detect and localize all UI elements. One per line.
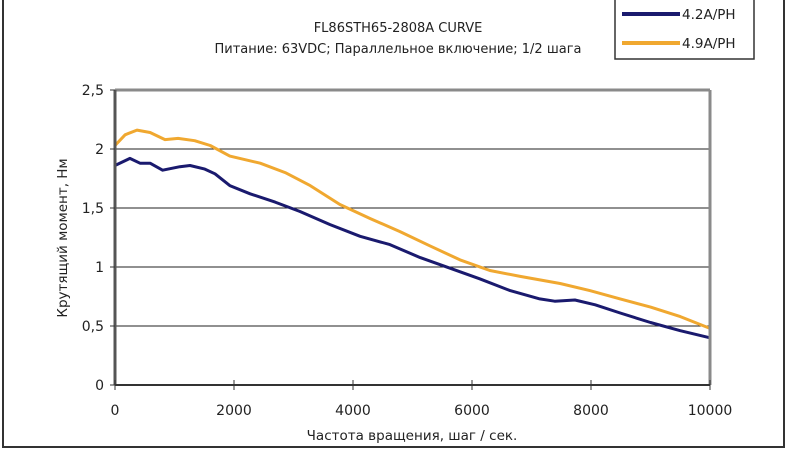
y-axis-label: Крутящий момент, Нм: [55, 158, 71, 317]
chart-border: [2, 0, 785, 448]
series-line-4.9APH: [113, 128, 712, 330]
series-line-4.2APH: [113, 156, 712, 340]
x-tick-label: 4000: [335, 403, 371, 419]
x-tick-label: 0: [111, 403, 120, 419]
x-tick-label: 8000: [573, 403, 609, 419]
chart-title: FL86STH65-2808A CURVE: [314, 21, 483, 36]
y-tick-label: 2,5: [82, 83, 104, 99]
series-group: [113, 128, 712, 340]
x-tick-label: 6000: [454, 403, 490, 419]
y-tick-label: 0: [95, 378, 104, 394]
grid-lines: [115, 89, 710, 327]
x-tick-labels: 0 2000 4000 6000 8000 10000: [111, 403, 733, 419]
axes: [110, 88, 712, 390]
legend-box: [614, 0, 755, 60]
x-tick-label: 10000: [688, 403, 733, 419]
y-tick-labels: 0 0,5 1 1,5 2 2,5: [82, 83, 104, 394]
x-axis-label: Частота вращения, шаг / сек.: [307, 428, 518, 444]
legend-label-4.9A: 4.9A/PH: [682, 36, 736, 52]
legend-label-4.2A: 4.2A/PH: [682, 7, 736, 23]
y-tick-label: 1,5: [82, 201, 104, 217]
y-tick-label: 0,5: [82, 319, 104, 335]
x-tick-label: 2000: [216, 403, 252, 419]
legend: 4.2A/PH 4.9A/PH: [614, 0, 755, 60]
chart-subtitle: Питание: 63VDC; Параллельное включение; …: [214, 42, 581, 57]
y-tick-label: 2: [95, 142, 104, 158]
y-tick-label: 1: [95, 260, 104, 276]
